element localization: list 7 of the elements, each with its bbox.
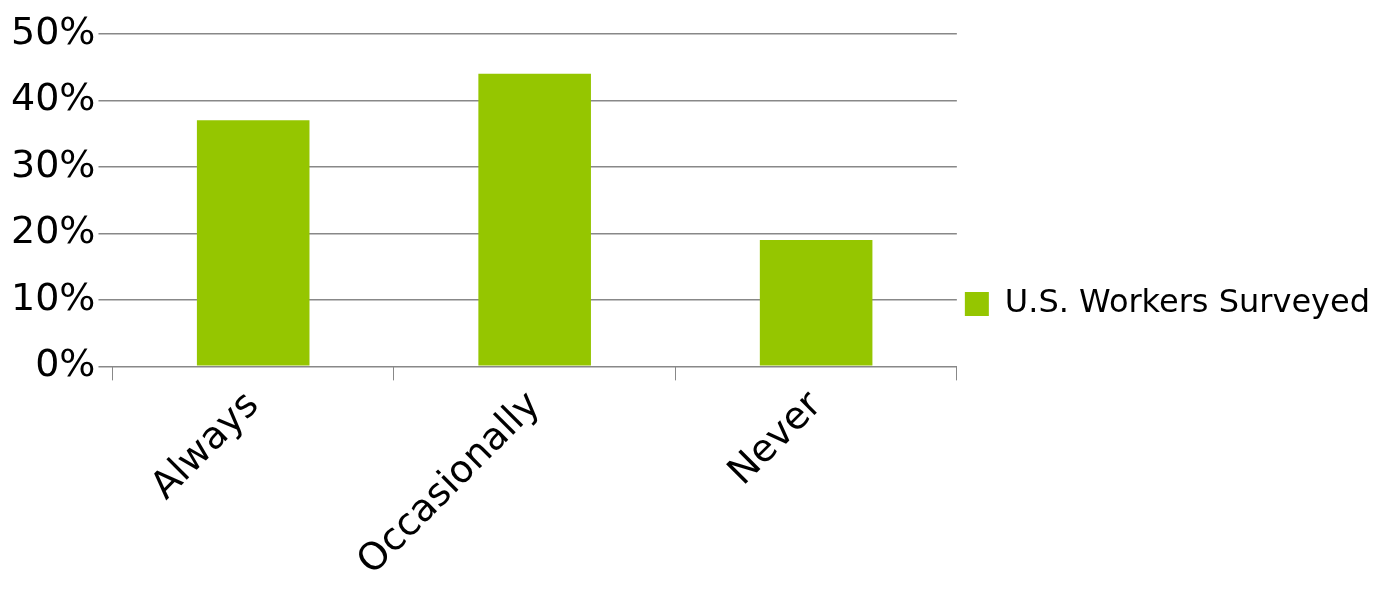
y-tick-label: 0% <box>35 341 96 386</box>
y-tick-label: 40% <box>10 75 96 120</box>
y-tick-label: 20% <box>10 208 96 253</box>
legend-label: U.S. Workers Surveyed <box>1004 282 1370 321</box>
y-tick-label: 30% <box>10 141 96 186</box>
y-tick-label: 50% <box>10 8 96 53</box>
y-tick-label: 10% <box>10 274 96 319</box>
